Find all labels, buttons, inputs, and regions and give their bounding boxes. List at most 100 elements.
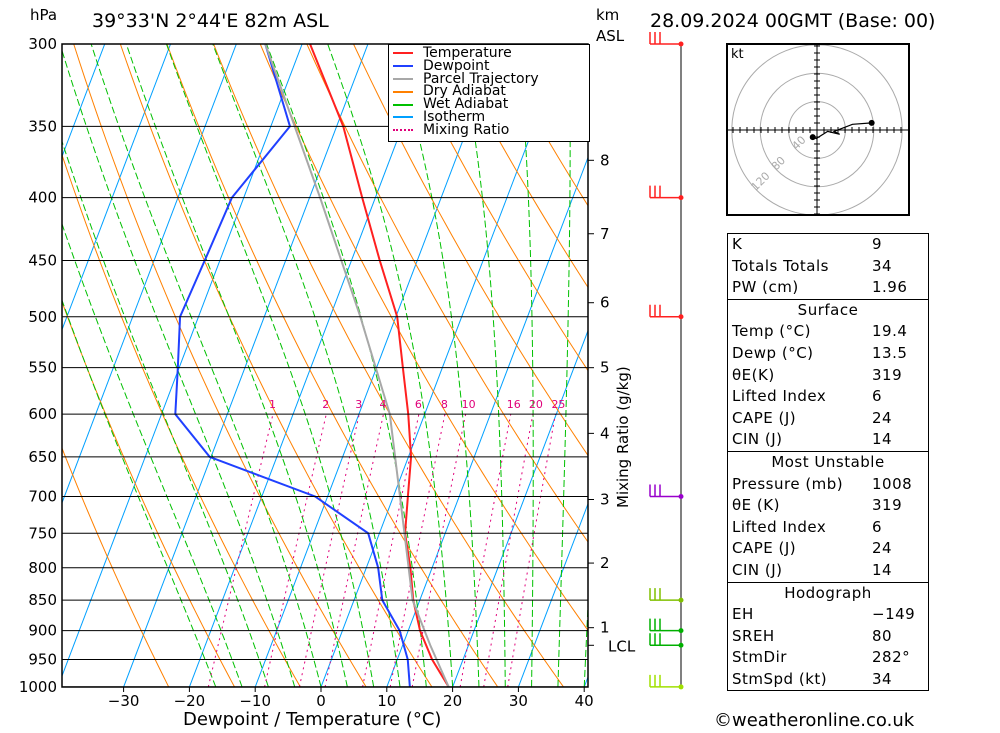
pressure-tick-label: 600 [28, 405, 57, 423]
legend-label: Isotherm [423, 108, 486, 125]
index-label: CIN (J) [732, 560, 783, 579]
dry-adiabat-line [352, 44, 588, 457]
wet-adiabat-line [62, 48, 296, 687]
mixing-ratio-label: 4 [379, 398, 386, 411]
index-row: Dewp (°C) 13.5 [728, 343, 928, 365]
index-row: StmDir 282° [728, 647, 928, 669]
pressure-tick-label: 750 [28, 524, 57, 542]
legend-swatch [393, 77, 413, 80]
mixing-ratio-line [298, 414, 360, 687]
hodograph [728, 45, 908, 214]
section-title: Hodograph [784, 583, 872, 602]
legend-label: Dewpoint [423, 57, 490, 74]
mixing-ratio-label: 1 [269, 398, 276, 411]
pressure-tick-label: 450 [28, 252, 57, 270]
km-tick-label: 2 [600, 554, 610, 572]
x-tick-label: 10 [377, 692, 396, 710]
index-label: Pressure (mb) [732, 474, 844, 493]
wet-adiabat-line [265, 44, 427, 687]
mixing-ratio-label: 10 [462, 398, 476, 411]
pressure-tick-label: 650 [28, 448, 57, 466]
index-value: 34 [872, 256, 893, 275]
pressure-unit: hPa [30, 6, 58, 24]
index-value: 24 [872, 408, 893, 427]
isotherm-line [62, 44, 172, 332]
index-row: θE(K) 319 [728, 365, 928, 387]
index-row: θE (K) 319 [728, 495, 928, 517]
dry-adiabat-line [399, 44, 588, 372]
index-value: 319 [872, 496, 903, 515]
pressure-tick-label: 800 [28, 559, 57, 577]
index-label: CIN (J) [732, 430, 783, 449]
x-axis-label: Dewpoint / Temperature (°C) [183, 709, 442, 730]
x-tick-label: −20 [174, 692, 206, 710]
km-tick-label: 6 [600, 294, 610, 312]
x-tick-label: −30 [108, 692, 140, 710]
index-label: Temp (°C) [732, 322, 811, 341]
index-row: Lifted Index 6 [728, 386, 928, 408]
index-label: CAPE (J) [732, 408, 797, 427]
index-label: K [732, 235, 743, 253]
pressure-tick-label: 1000 [19, 678, 57, 696]
dry-adiabat-line [945, 26, 1000, 687]
index-label: StmSpd (kt) [732, 669, 828, 688]
pressure-tick-label: 550 [28, 359, 57, 377]
mixing-ratio-label: 6 [415, 398, 422, 411]
wet-adiabat-line [327, 44, 454, 687]
legend-swatch [393, 129, 413, 132]
legend-item: Dewpoint [389, 57, 589, 74]
mixing-ratio-line [207, 414, 274, 687]
location-title: 39°33'N 2°44'E 82m ASL [92, 10, 329, 32]
wet-adiabat-line [557, 44, 571, 687]
legend-item: Dry Adiabat [389, 85, 589, 98]
section-title: Surface [797, 300, 859, 319]
wind-barb [649, 185, 681, 199]
mixing-ratio-line [483, 414, 534, 687]
legend-label: Temperature [423, 45, 512, 61]
index-value: 14 [872, 560, 893, 579]
index-label: StmDir [732, 648, 787, 667]
legend-label: Wet Adiabat [423, 96, 509, 113]
index-row: Temp (°C) 19.4 [728, 321, 928, 343]
date-title: 28.09.2024 00GMT (Base: 00) [650, 10, 936, 32]
index-value: 6 [872, 517, 883, 536]
wind-barb [649, 484, 681, 498]
pressure-tick-label: 900 [28, 622, 57, 640]
index-label: Lifted Index [732, 517, 827, 536]
x-tick-label: 30 [509, 692, 528, 710]
dry-adiabat-line [306, 44, 588, 543]
isotherm-line [62, 44, 237, 505]
dry-adiabat-line [73, 44, 367, 687]
indices-most-unstable: Most Unstable Pressure (mb) 1008 θE (K) 319 L… [728, 450, 928, 582]
index-label: CAPE (J) [732, 539, 797, 558]
mixing-ratio-label: 16 [507, 398, 521, 411]
isotherm-line [62, 44, 303, 678]
index-row: CIN (J) 14 [728, 429, 928, 451]
legend-item: Isotherm [389, 108, 589, 125]
legend-item: Parcel Trajectory [389, 70, 589, 87]
index-row: EH −149 [728, 604, 928, 626]
wet-adiabat-line [212, 44, 401, 687]
x-tick-label: 0 [316, 692, 326, 710]
mixing-ratio-label: 25 [551, 398, 565, 411]
wet-adiabat-line [517, 44, 534, 687]
km-label: km [596, 6, 620, 24]
index-value: −149 [872, 605, 916, 624]
legend: Temperature Dewpoint Parcel Trajectory Dry … [388, 44, 590, 142]
mixing-ratio-line [264, 414, 327, 687]
index-row: SREH 80 [728, 626, 928, 648]
indices-general: K 9 Totals Totals 34 PW (cm) 1.96 [728, 234, 928, 299]
wet-adiabat-line [393, 44, 480, 687]
x-tick-label: 20 [443, 692, 462, 710]
km-tick-label: 8 [600, 151, 610, 169]
index-label: Totals Totals [732, 256, 829, 275]
legend-item: Temperature [389, 45, 589, 61]
legend-label: Parcel Trajectory [423, 70, 539, 87]
km-tick-label: 5 [600, 359, 610, 377]
mixing-ratio-line [411, 414, 467, 687]
mixing-ratio-label: 3 [355, 398, 362, 411]
index-label: EH [732, 605, 754, 624]
copyright: ©weatheronline.co.uk [714, 710, 915, 731]
